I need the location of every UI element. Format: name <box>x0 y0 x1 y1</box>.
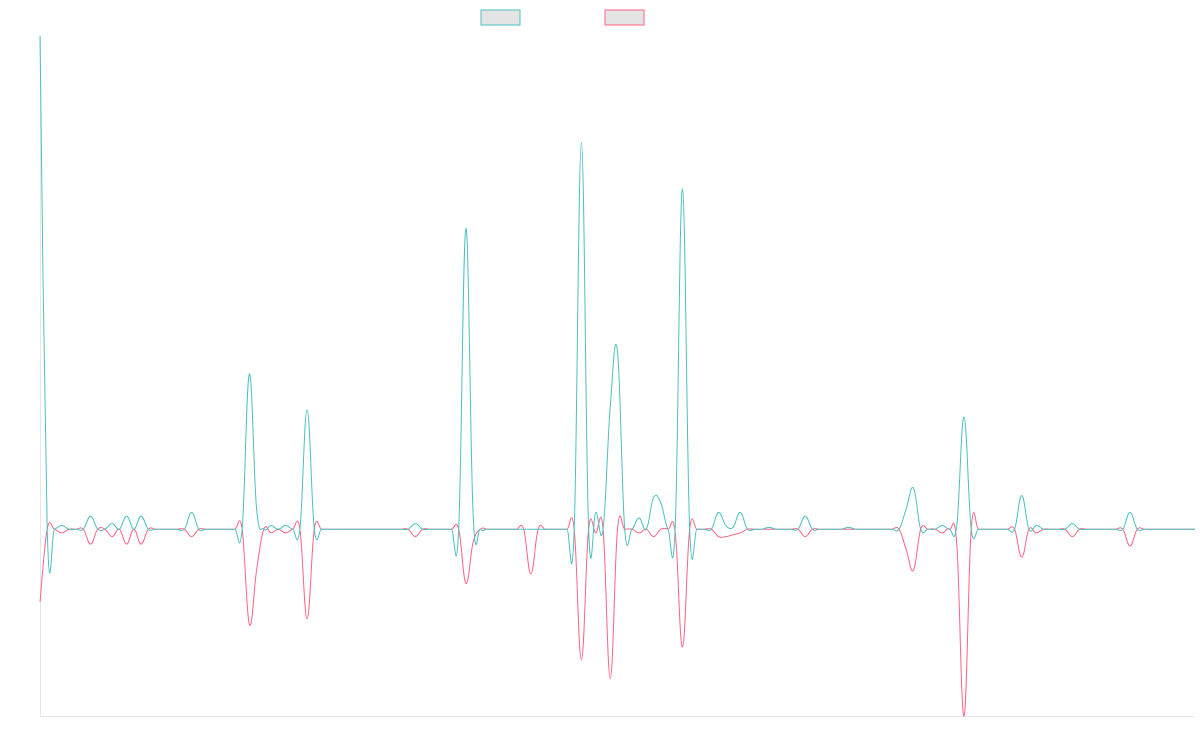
series-1-line <box>39 35 1195 574</box>
series-2-line <box>39 512 1195 717</box>
plot-area <box>39 35 1195 717</box>
legend-swatch-series-1 <box>480 9 521 26</box>
axes <box>40 36 1195 717</box>
legend-item-series-2[interactable] <box>604 9 645 26</box>
legend-item-series-1[interactable] <box>480 9 521 26</box>
legend <box>480 9 645 26</box>
legend-swatch-series-2 <box>604 9 645 26</box>
